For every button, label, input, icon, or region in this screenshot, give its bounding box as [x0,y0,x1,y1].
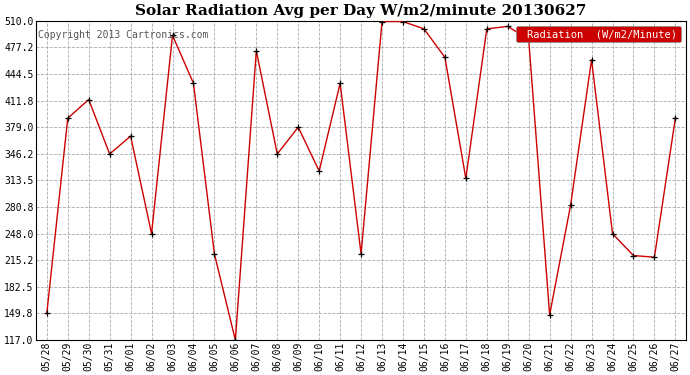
Legend: Radiation  (W/m2/Minute): Radiation (W/m2/Minute) [516,26,680,42]
Text: Copyright 2013 Cartronics.com: Copyright 2013 Cartronics.com [38,30,208,40]
Title: Solar Radiation Avg per Day W/m2/minute 20130627: Solar Radiation Avg per Day W/m2/minute … [135,4,586,18]
